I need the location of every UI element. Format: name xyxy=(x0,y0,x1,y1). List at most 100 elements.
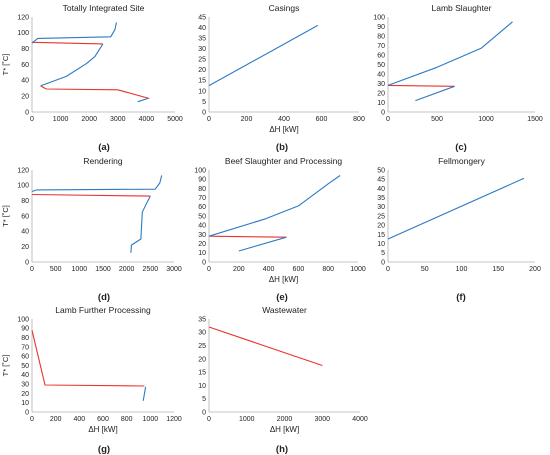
panel-label: (f) xyxy=(456,292,466,303)
y-tick-label: 25 xyxy=(198,57,206,64)
y-axis-label: T* [˚C] xyxy=(1,54,10,76)
y-tick-label: 60 xyxy=(21,213,29,220)
chart-panel: 0 5 10 15 20 25 30 35 40 45 0 200 400 600 800 Casings ΔH… xyxy=(198,3,365,153)
y-tick-label: 20 xyxy=(377,90,385,97)
y-tick-label: 80 xyxy=(21,46,29,53)
cold-stream-line xyxy=(31,22,117,44)
x-tick-label: 500 xyxy=(431,116,443,123)
y-tick-label: 10 xyxy=(198,250,206,257)
panel-label: (d) xyxy=(98,292,110,303)
x-tick-label: 0 xyxy=(207,116,211,123)
y-axis-label: T* [˚C] xyxy=(1,355,10,377)
y-tick-label: 30 xyxy=(198,232,206,239)
y-tick-label: 30 xyxy=(198,330,206,337)
y-tick-label: 10 xyxy=(377,241,385,248)
x-tick-label: 0 xyxy=(30,416,34,423)
y-tick-label: 70 xyxy=(377,43,385,50)
x-tick-label: 3000 xyxy=(110,116,126,123)
y-tick-label: 0 xyxy=(381,259,385,266)
y-tick-label: 25 xyxy=(377,213,385,220)
y-tick-label: 15 xyxy=(377,232,385,239)
y-tick-label: 20 xyxy=(198,67,206,74)
y-tick-label: 20 xyxy=(198,241,206,248)
y-tick-label: 40 xyxy=(21,229,29,236)
x-tick-label: 0 xyxy=(386,116,390,123)
y-tick-label: 120 xyxy=(17,167,29,174)
x-tick-label: 5000 xyxy=(167,116,183,123)
x-tick-label: 1000 xyxy=(350,266,366,273)
x-tick-label: 600 xyxy=(316,116,328,123)
x-tick-label: 0 xyxy=(386,266,390,273)
x-tick-label: 0 xyxy=(207,416,211,423)
chart-panel: 0 5 10 15 20 25 30 35 0 1000 2000 3000 4000 Wastewate… xyxy=(198,305,368,455)
y-tick-label: 35 xyxy=(198,36,206,43)
chart-panel: 0 20 40 60 80 100 120 0 500 1000 1500 2000 2500 3000 R… xyxy=(1,156,182,303)
x-tick-label: 1000 xyxy=(53,116,69,123)
x-tick-label: 2000 xyxy=(119,266,135,273)
y-tick-label: 10 xyxy=(198,383,206,390)
x-tick-label: 1000 xyxy=(72,266,88,273)
cold-stream-line xyxy=(40,43,104,87)
x-tick-label: 1200 xyxy=(166,416,182,423)
x-tick-label: 50 xyxy=(421,266,429,273)
y-tick-label: 10 xyxy=(377,100,385,107)
y-tick-label: 20 xyxy=(21,391,29,398)
y-tick-label: 40 xyxy=(198,25,206,32)
x-tick-label: 400 xyxy=(263,266,275,273)
x-tick-label: 0 xyxy=(30,266,34,273)
y-tick-label: 15 xyxy=(198,370,206,377)
panel-label: (a) xyxy=(98,142,110,153)
y-tick-label: 10 xyxy=(198,88,206,95)
y-tick-label: 30 xyxy=(21,382,29,389)
x-axis-label: ΔH [kW] xyxy=(270,425,299,434)
y-tick-label: 100 xyxy=(17,316,29,323)
hot-stream-line xyxy=(31,330,145,387)
x-tick-label: 400 xyxy=(278,116,290,123)
x-tick-label: 800 xyxy=(353,116,365,123)
y-tick-label: 90 xyxy=(198,177,206,184)
y-tick-label: 80 xyxy=(198,186,206,193)
y-tick-label: 0 xyxy=(25,109,29,116)
x-tick-label: 600 xyxy=(293,266,305,273)
hot-stream-line xyxy=(31,193,151,197)
x-tick-label: 800 xyxy=(121,416,133,423)
chart-title: Rendering xyxy=(83,156,122,166)
y-tick-label: 100 xyxy=(194,167,206,174)
y-tick-label: 0 xyxy=(202,259,206,266)
y-tick-label: 15 xyxy=(198,78,206,85)
hot-stream-line xyxy=(387,84,455,87)
x-tick-label: 1000 xyxy=(478,116,494,123)
panel-label: (e) xyxy=(276,292,288,303)
x-tick-label: 100 xyxy=(456,266,468,273)
y-tick-label: 45 xyxy=(377,177,385,184)
cold-stream-line xyxy=(142,386,147,401)
y-tick-label: 40 xyxy=(198,223,206,230)
y-tick-label: 20 xyxy=(377,223,385,230)
hot-stream-line xyxy=(40,85,150,100)
chart-panel: 0 5 10 15 20 25 30 35 40 45 50 0 50 100 150 200 Fellmong… xyxy=(377,156,541,303)
y-tick-label: 45 xyxy=(198,14,206,21)
y-tick-label: 30 xyxy=(377,81,385,88)
cold-stream-line xyxy=(208,24,319,87)
x-tick-label: 1500 xyxy=(95,266,111,273)
y-tick-label: 90 xyxy=(377,24,385,31)
y-tick-label: 40 xyxy=(377,186,385,193)
y-tick-label: 100 xyxy=(17,30,29,37)
cold-stream-line xyxy=(137,97,148,103)
x-axis-label: ΔH [kW] xyxy=(269,275,298,284)
y-tick-label: 80 xyxy=(21,335,29,342)
x-tick-label: 1000 xyxy=(239,416,255,423)
x-tick-label: 400 xyxy=(73,416,85,423)
x-tick-label: 1500 xyxy=(527,116,543,123)
y-tick-label: 0 xyxy=(381,109,385,116)
x-axis-label: ΔH [kW] xyxy=(269,125,298,134)
y-tick-label: 50 xyxy=(198,213,206,220)
x-tick-label: 200 xyxy=(241,116,253,123)
y-tick-label: 70 xyxy=(21,344,29,351)
y-tick-label: 35 xyxy=(198,316,206,323)
y-tick-label: 50 xyxy=(377,62,385,69)
x-tick-label: 200 xyxy=(233,266,245,273)
chart-title: Totally Integrated Site xyxy=(63,3,145,13)
